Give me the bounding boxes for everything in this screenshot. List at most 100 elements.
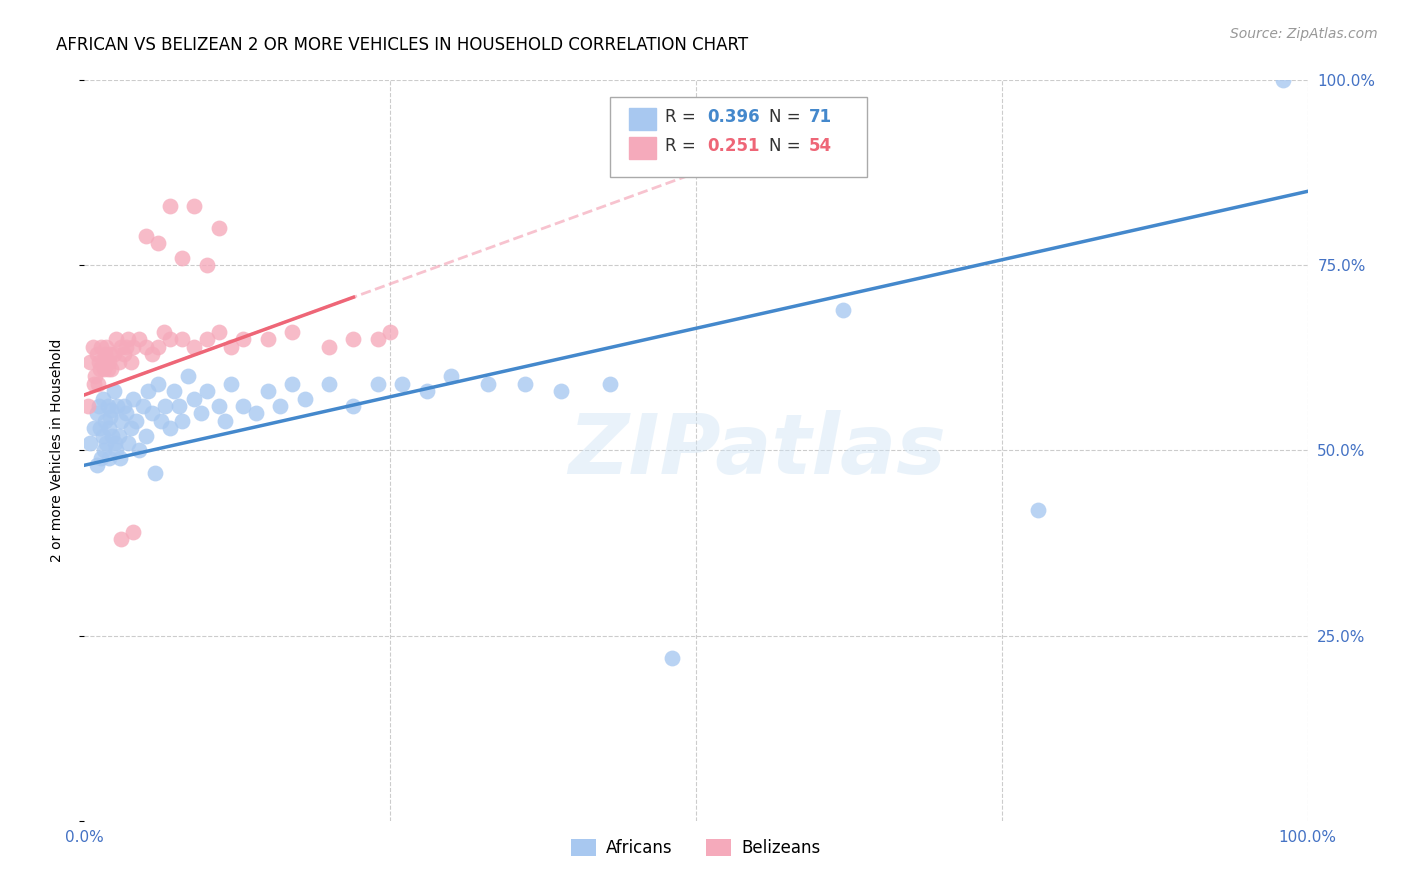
Point [128,443,150,458]
Point [232,332,254,346]
Point [380,325,402,339]
Point [661,650,683,665]
Point [367,376,389,391]
Point [107,354,129,368]
Point [150,414,173,428]
Point [110,414,132,428]
Point [550,384,572,399]
Point [195,384,218,399]
Point [132,399,155,413]
Point [1028,502,1050,516]
FancyBboxPatch shape [610,96,868,177]
Point [219,340,242,354]
Legend: Africans, Belizeans: Africans, Belizeans [565,832,827,864]
Point [93,362,115,376]
Point [96,436,118,450]
Point [135,428,157,442]
Point [97,399,120,413]
Point [135,228,157,243]
Point [122,340,145,354]
Point [117,436,139,450]
Point [89,362,111,376]
Point [143,466,166,480]
Point [245,407,267,421]
Point [257,384,280,399]
Point [367,332,389,346]
Point [105,332,128,346]
Point [104,436,127,450]
Point [90,340,112,354]
Point [91,392,114,406]
Point [219,376,242,391]
Point [94,414,117,428]
Point [232,399,254,413]
Point [172,414,194,428]
Bar [628,108,655,130]
Point [128,332,150,346]
Point [208,325,231,339]
Point [214,414,236,428]
Point [281,325,304,339]
Point [183,340,205,354]
Point [110,533,132,547]
Point [440,369,463,384]
Point [84,369,107,384]
Point [513,376,536,391]
Point [83,376,105,391]
Point [86,347,108,361]
Point [172,332,194,346]
Point [86,458,108,473]
Point [103,347,125,361]
Point [195,332,218,346]
Point [122,392,145,406]
Point [159,332,181,346]
Text: AFRICAN VS BELIZEAN 2 OR MORE VEHICLES IN HOUSEHOLD CORRELATION CHART: AFRICAN VS BELIZEAN 2 OR MORE VEHICLES I… [56,36,748,54]
Point [91,428,114,442]
Text: 0.396: 0.396 [707,108,759,126]
Point [120,421,142,435]
Bar [628,137,655,160]
Text: ZIPatlas: ZIPatlas [568,410,946,491]
Point [183,392,205,406]
Point [599,376,621,391]
Point [141,407,163,421]
Point [100,402,122,417]
Point [125,414,148,428]
Point [97,354,120,368]
Point [90,450,112,465]
Text: 0.251: 0.251 [707,137,759,155]
Point [342,399,364,413]
Point [79,436,101,450]
Point [97,362,120,376]
Point [146,340,169,354]
Point [117,332,139,346]
Point [342,332,364,346]
Point [97,450,120,465]
Point [115,340,138,354]
Point [110,340,132,354]
Point [100,362,122,376]
Point [208,221,231,235]
Point [831,302,853,317]
Point [87,399,110,413]
Point [153,399,176,413]
Point [281,376,304,391]
Point [112,347,135,361]
Point [115,407,138,421]
Point [82,340,104,354]
Text: 54: 54 [808,137,831,155]
Text: N =: N = [769,137,806,155]
Point [159,421,181,435]
Point [87,376,110,391]
Point [1272,73,1295,87]
Point [103,384,125,399]
Point [98,410,121,425]
Point [120,354,142,368]
Point [135,340,157,354]
Point [122,524,145,539]
Point [105,443,128,458]
Y-axis label: 2 or more Vehicles in Household: 2 or more Vehicles in Household [49,339,63,562]
Point [146,236,169,251]
Point [101,428,124,442]
Point [190,407,212,421]
